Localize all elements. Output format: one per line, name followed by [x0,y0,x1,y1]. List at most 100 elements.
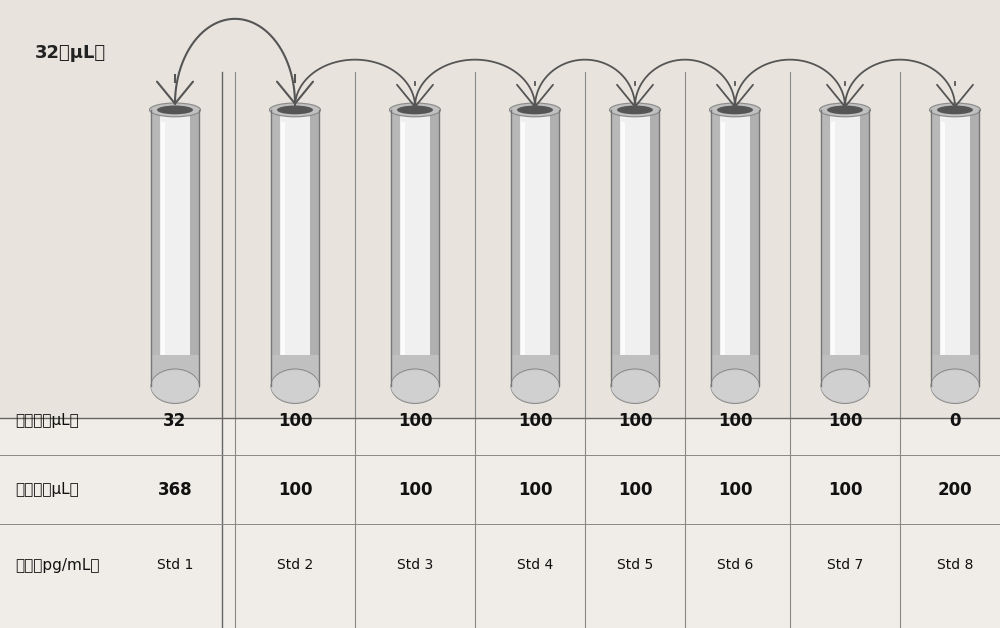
Bar [190,110,199,386]
Ellipse shape [271,369,319,404]
Ellipse shape [271,371,319,402]
Text: 32（μL）: 32（μL） [34,45,106,62]
Ellipse shape [711,369,759,404]
Bar [931,355,979,386]
Bar [281,122,285,383]
Bar [521,122,525,383]
Text: Std 8: Std 8 [937,558,973,572]
Bar [750,110,759,386]
Bar [550,110,559,386]
Ellipse shape [397,106,433,114]
Ellipse shape [151,371,199,402]
Bar [931,110,940,386]
Ellipse shape [390,103,440,117]
Text: 100: 100 [718,412,752,430]
Text: 浓度（pg/mL）: 浓度（pg/mL） [15,558,100,573]
Ellipse shape [277,106,313,114]
Bar [941,122,945,383]
Text: 100: 100 [828,412,862,430]
Bar [721,122,725,383]
Ellipse shape [821,369,869,404]
Bar [711,355,759,386]
Ellipse shape [391,371,439,402]
Text: Std 2: Std 2 [277,558,313,572]
Bar [151,355,199,386]
Text: 100: 100 [518,481,552,499]
Text: 100: 100 [618,412,652,430]
Ellipse shape [151,369,199,404]
Text: 32: 32 [163,412,187,430]
Ellipse shape [157,106,193,114]
Bar [391,110,400,386]
Bar [160,110,190,386]
Bar [611,355,659,386]
Bar [151,110,160,386]
Bar [310,110,319,386]
Ellipse shape [617,106,653,114]
Bar [400,110,430,386]
Ellipse shape [611,369,659,404]
Text: 100: 100 [398,412,432,430]
Bar [280,110,310,386]
Text: Std 7: Std 7 [827,558,863,572]
Ellipse shape [270,103,320,117]
Bar [940,110,970,386]
Text: Std 1: Std 1 [157,558,193,572]
Ellipse shape [711,371,759,402]
Ellipse shape [510,103,560,117]
Text: 0: 0 [949,412,961,430]
Bar [271,355,319,386]
Bar [821,355,869,386]
Bar [621,122,625,383]
Ellipse shape [820,103,870,117]
Text: 标准品（μL）: 标准品（μL） [15,413,79,428]
Ellipse shape [391,369,439,404]
Text: 100: 100 [278,412,312,430]
Bar [430,110,439,386]
Bar [831,122,835,383]
Ellipse shape [931,369,979,404]
Text: 100: 100 [518,412,552,430]
Bar [720,110,750,386]
Bar [401,122,405,383]
Bar [970,110,979,386]
Bar [711,110,720,386]
Text: Std 6: Std 6 [717,558,753,572]
Ellipse shape [610,103,660,117]
Text: 368: 368 [158,481,192,499]
Ellipse shape [710,103,761,117]
Bar [520,110,550,386]
Bar [0,418,1000,628]
Ellipse shape [611,371,659,402]
Text: 100: 100 [398,481,432,499]
Text: Std 4: Std 4 [517,558,553,572]
Ellipse shape [150,103,200,117]
Bar [511,110,520,386]
Bar [161,122,165,383]
Text: 100: 100 [828,481,862,499]
Ellipse shape [827,106,863,114]
Bar [391,355,439,386]
Text: 200: 200 [938,481,972,499]
Ellipse shape [821,371,869,402]
Text: 100: 100 [618,481,652,499]
Bar [830,110,860,386]
Bar [620,110,650,386]
Bar [650,110,659,386]
Ellipse shape [930,103,980,117]
Ellipse shape [517,106,553,114]
Bar [611,110,620,386]
Bar [511,355,559,386]
Ellipse shape [511,369,559,404]
Text: Std 3: Std 3 [397,558,433,572]
Text: 100: 100 [278,481,312,499]
Bar [271,110,280,386]
Ellipse shape [931,371,979,402]
Bar [860,110,869,386]
Ellipse shape [511,371,559,402]
Ellipse shape [937,106,973,114]
Bar [821,110,830,386]
Text: 稀释液（μL）: 稀释液（μL） [15,482,79,497]
Text: 100: 100 [718,481,752,499]
Ellipse shape [717,106,753,114]
